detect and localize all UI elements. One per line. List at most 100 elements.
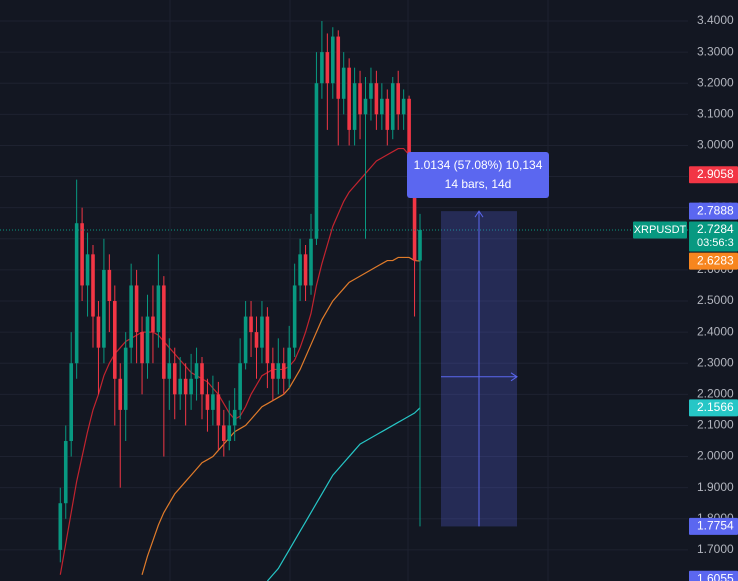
- y-tick-label: 2.3000: [697, 355, 734, 369]
- candle-body: [216, 394, 221, 426]
- symbol-badge: [633, 221, 687, 239]
- candle-body: [314, 83, 319, 239]
- candle-body: [298, 254, 302, 286]
- candle-body: [227, 425, 232, 441]
- price-axis: [688, 0, 738, 581]
- candle-body: [140, 332, 144, 364]
- candle-body: [407, 98, 411, 161]
- candle-body: [260, 316, 264, 348]
- candle-body: [418, 229, 422, 261]
- y-tick-label: 2.5000: [697, 293, 734, 307]
- candle-body: [91, 254, 95, 317]
- candle-body: [401, 98, 406, 115]
- y-tick-label: 3.0000: [697, 138, 734, 152]
- candle-body: [189, 378, 193, 395]
- price-badge-label: 2.1566: [697, 400, 734, 414]
- candle-body: [63, 441, 68, 504]
- moving-average: [266, 407, 421, 581]
- candle-body: [96, 316, 101, 348]
- arrow-head: [510, 372, 518, 382]
- candle-body: [232, 409, 237, 426]
- moving-average: [141, 256, 421, 575]
- price-badge-label: 2.6283: [697, 253, 734, 267]
- price-badge: [689, 570, 738, 581]
- candle-body: [369, 83, 373, 99]
- price-badge: [689, 202, 738, 220]
- y-tick-label: 3.3000: [697, 44, 734, 58]
- candle-body: [129, 285, 133, 348]
- measure-label: 1.0134 (57.08%) 10,134: [414, 158, 543, 172]
- last-price-label: 2.7284: [697, 222, 734, 236]
- candle-body: [178, 378, 182, 395]
- candle-body: [183, 378, 188, 395]
- price-badge-label: 1.7754: [697, 519, 734, 533]
- candle-body: [325, 52, 330, 84]
- candle-body: [222, 425, 226, 441]
- candle-body: [102, 269, 106, 348]
- y-tick-label: 3.1000: [697, 107, 734, 121]
- last-price-badge: [689, 221, 738, 252]
- y-tick-label: 2.4000: [697, 324, 734, 338]
- candle-body: [374, 83, 379, 115]
- candle-body: [200, 363, 204, 395]
- measure-tooltip: [407, 152, 549, 198]
- price-badge: [689, 252, 738, 270]
- candle-body: [243, 316, 248, 364]
- candle-body: [194, 363, 199, 379]
- y-tick-label: 1.7000: [697, 542, 734, 556]
- y-tick-label: 2.2000: [697, 387, 734, 401]
- candle-body: [254, 332, 259, 348]
- candle-body: [341, 67, 346, 99]
- candle-body: [331, 36, 335, 84]
- candle-body: [123, 347, 128, 410]
- candle-body: [80, 223, 84, 286]
- candle-body: [74, 223, 79, 364]
- candle-body: [118, 378, 123, 410]
- candle-body: [265, 316, 270, 364]
- candle-body: [352, 83, 357, 130]
- candle-body: [412, 161, 417, 261]
- candle-body: [320, 52, 324, 84]
- candle-body: [134, 285, 139, 333]
- candle-body: [281, 363, 286, 379]
- candle-body: [85, 254, 90, 286]
- candle-body: [69, 363, 73, 441]
- candle-body: [358, 83, 362, 115]
- candle-body: [396, 83, 400, 115]
- price-badge-label: 2.9058: [697, 167, 734, 181]
- candle-body: [390, 83, 395, 130]
- candle-body: [205, 394, 210, 410]
- y-tick-label: 2.1000: [697, 418, 734, 432]
- price-badge-label: 1.6055: [697, 571, 734, 581]
- candle-body: [336, 36, 341, 99]
- candle-body: [211, 394, 215, 410]
- price-badge: [689, 166, 738, 184]
- candle-body: [249, 316, 253, 333]
- candle-body: [309, 238, 313, 286]
- symbol-label: XRPUSDT: [634, 224, 687, 236]
- candle-body: [363, 98, 368, 115]
- candle-body: [385, 98, 390, 130]
- price-badge: [689, 517, 738, 535]
- candle-body: [151, 316, 155, 333]
- candle-body: [58, 503, 63, 550]
- candle-body: [287, 347, 291, 379]
- candle-body: [156, 285, 161, 333]
- candle-body: [107, 269, 112, 301]
- y-tick-label: 1.9000: [697, 480, 734, 494]
- y-tick-label: 2.0000: [697, 449, 734, 463]
- candle-body: [167, 363, 172, 379]
- candle-body: [303, 254, 308, 286]
- candle-body: [276, 363, 281, 379]
- candle-body: [172, 363, 177, 395]
- candle-body: [271, 363, 275, 379]
- candle-body: [292, 285, 297, 348]
- price-badge-label: 2.7888: [697, 203, 734, 217]
- countdown: 03:56:3: [697, 237, 734, 249]
- y-tick-label: 3.4000: [697, 13, 734, 27]
- candle-body: [145, 316, 150, 364]
- price-badge: [689, 399, 738, 417]
